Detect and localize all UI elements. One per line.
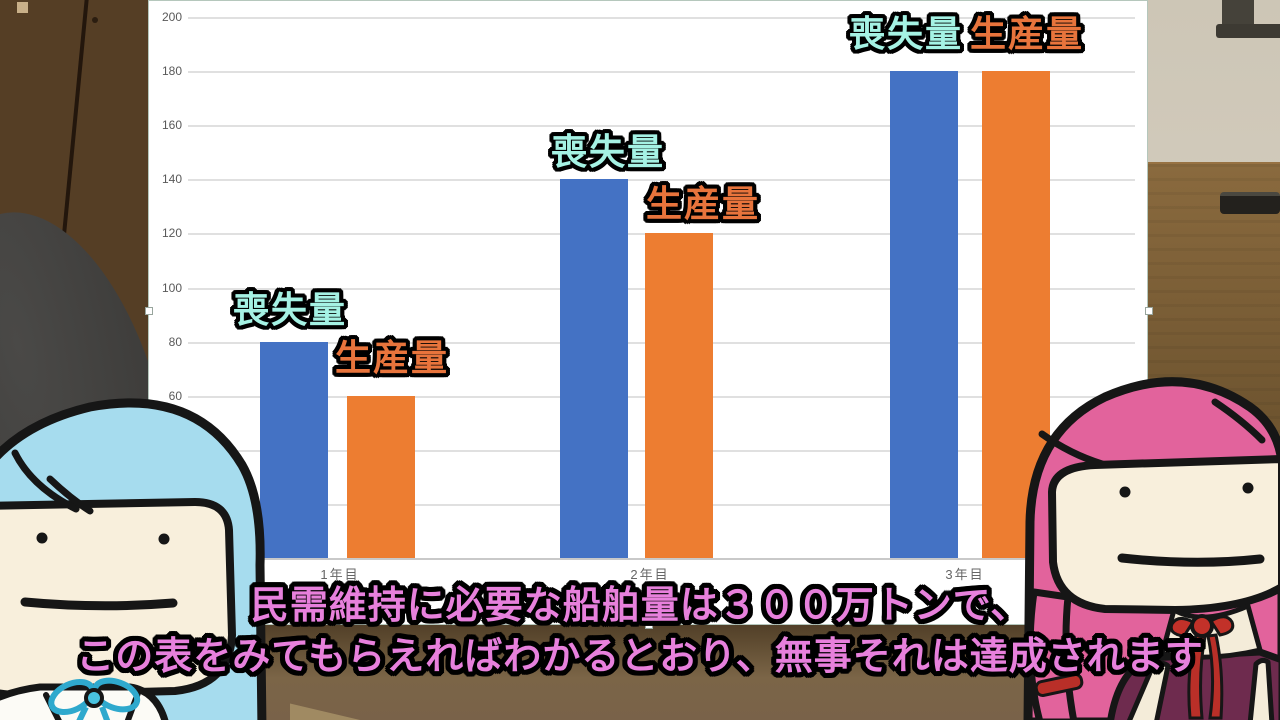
aoi-hair-strand bbox=[11, 449, 80, 513]
aoi-hair-strand bbox=[46, 475, 94, 515]
aoi-face bbox=[0, 498, 236, 699]
tv-corner bbox=[1222, 0, 1254, 26]
aoi-eye bbox=[36, 532, 48, 544]
akane-eye bbox=[1242, 482, 1254, 494]
cabinet-knob bbox=[92, 17, 98, 23]
blue-haired-character bbox=[0, 398, 267, 720]
akane-ribbon-tail bbox=[1206, 633, 1224, 720]
akane-face bbox=[1048, 455, 1280, 614]
aoi-eye bbox=[158, 533, 170, 545]
akane-arm bbox=[1126, 660, 1171, 720]
selection-handle bbox=[1145, 307, 1153, 315]
pink-haired-character bbox=[1023, 377, 1280, 720]
selection-handle bbox=[145, 307, 153, 315]
aoi-ribbon bbox=[48, 677, 141, 720]
cabinet-hinge bbox=[17, 2, 28, 13]
akane-hair-strand bbox=[1211, 398, 1266, 444]
akane-ribbon-loop bbox=[1169, 617, 1196, 638]
akane-eye bbox=[1119, 486, 1131, 498]
akane-hair-tie bbox=[1034, 672, 1084, 698]
tv-stand-bar bbox=[1216, 24, 1280, 38]
akane-ribbon-knot bbox=[1190, 614, 1214, 638]
akane-ribbon-tail bbox=[1187, 633, 1207, 720]
akane-mouth bbox=[1117, 553, 1265, 567]
akane-ribbon-loop bbox=[1208, 615, 1235, 637]
subtitle-line-2: この表をみてもらえればわかるとおり、無事それは達成されます bbox=[76, 636, 1204, 678]
akane-arm bbox=[1247, 657, 1275, 720]
bar-chart-screen bbox=[145, 0, 1153, 629]
selection-handle bbox=[645, 621, 653, 629]
aoi-ribbon-knot bbox=[84, 688, 104, 708]
aoi-mouth bbox=[20, 597, 178, 611]
desk-cable-box bbox=[1220, 192, 1280, 214]
subtitle-line-1: 民需維持に必要な船舶量は３００万トンで、 bbox=[250, 585, 1030, 627]
